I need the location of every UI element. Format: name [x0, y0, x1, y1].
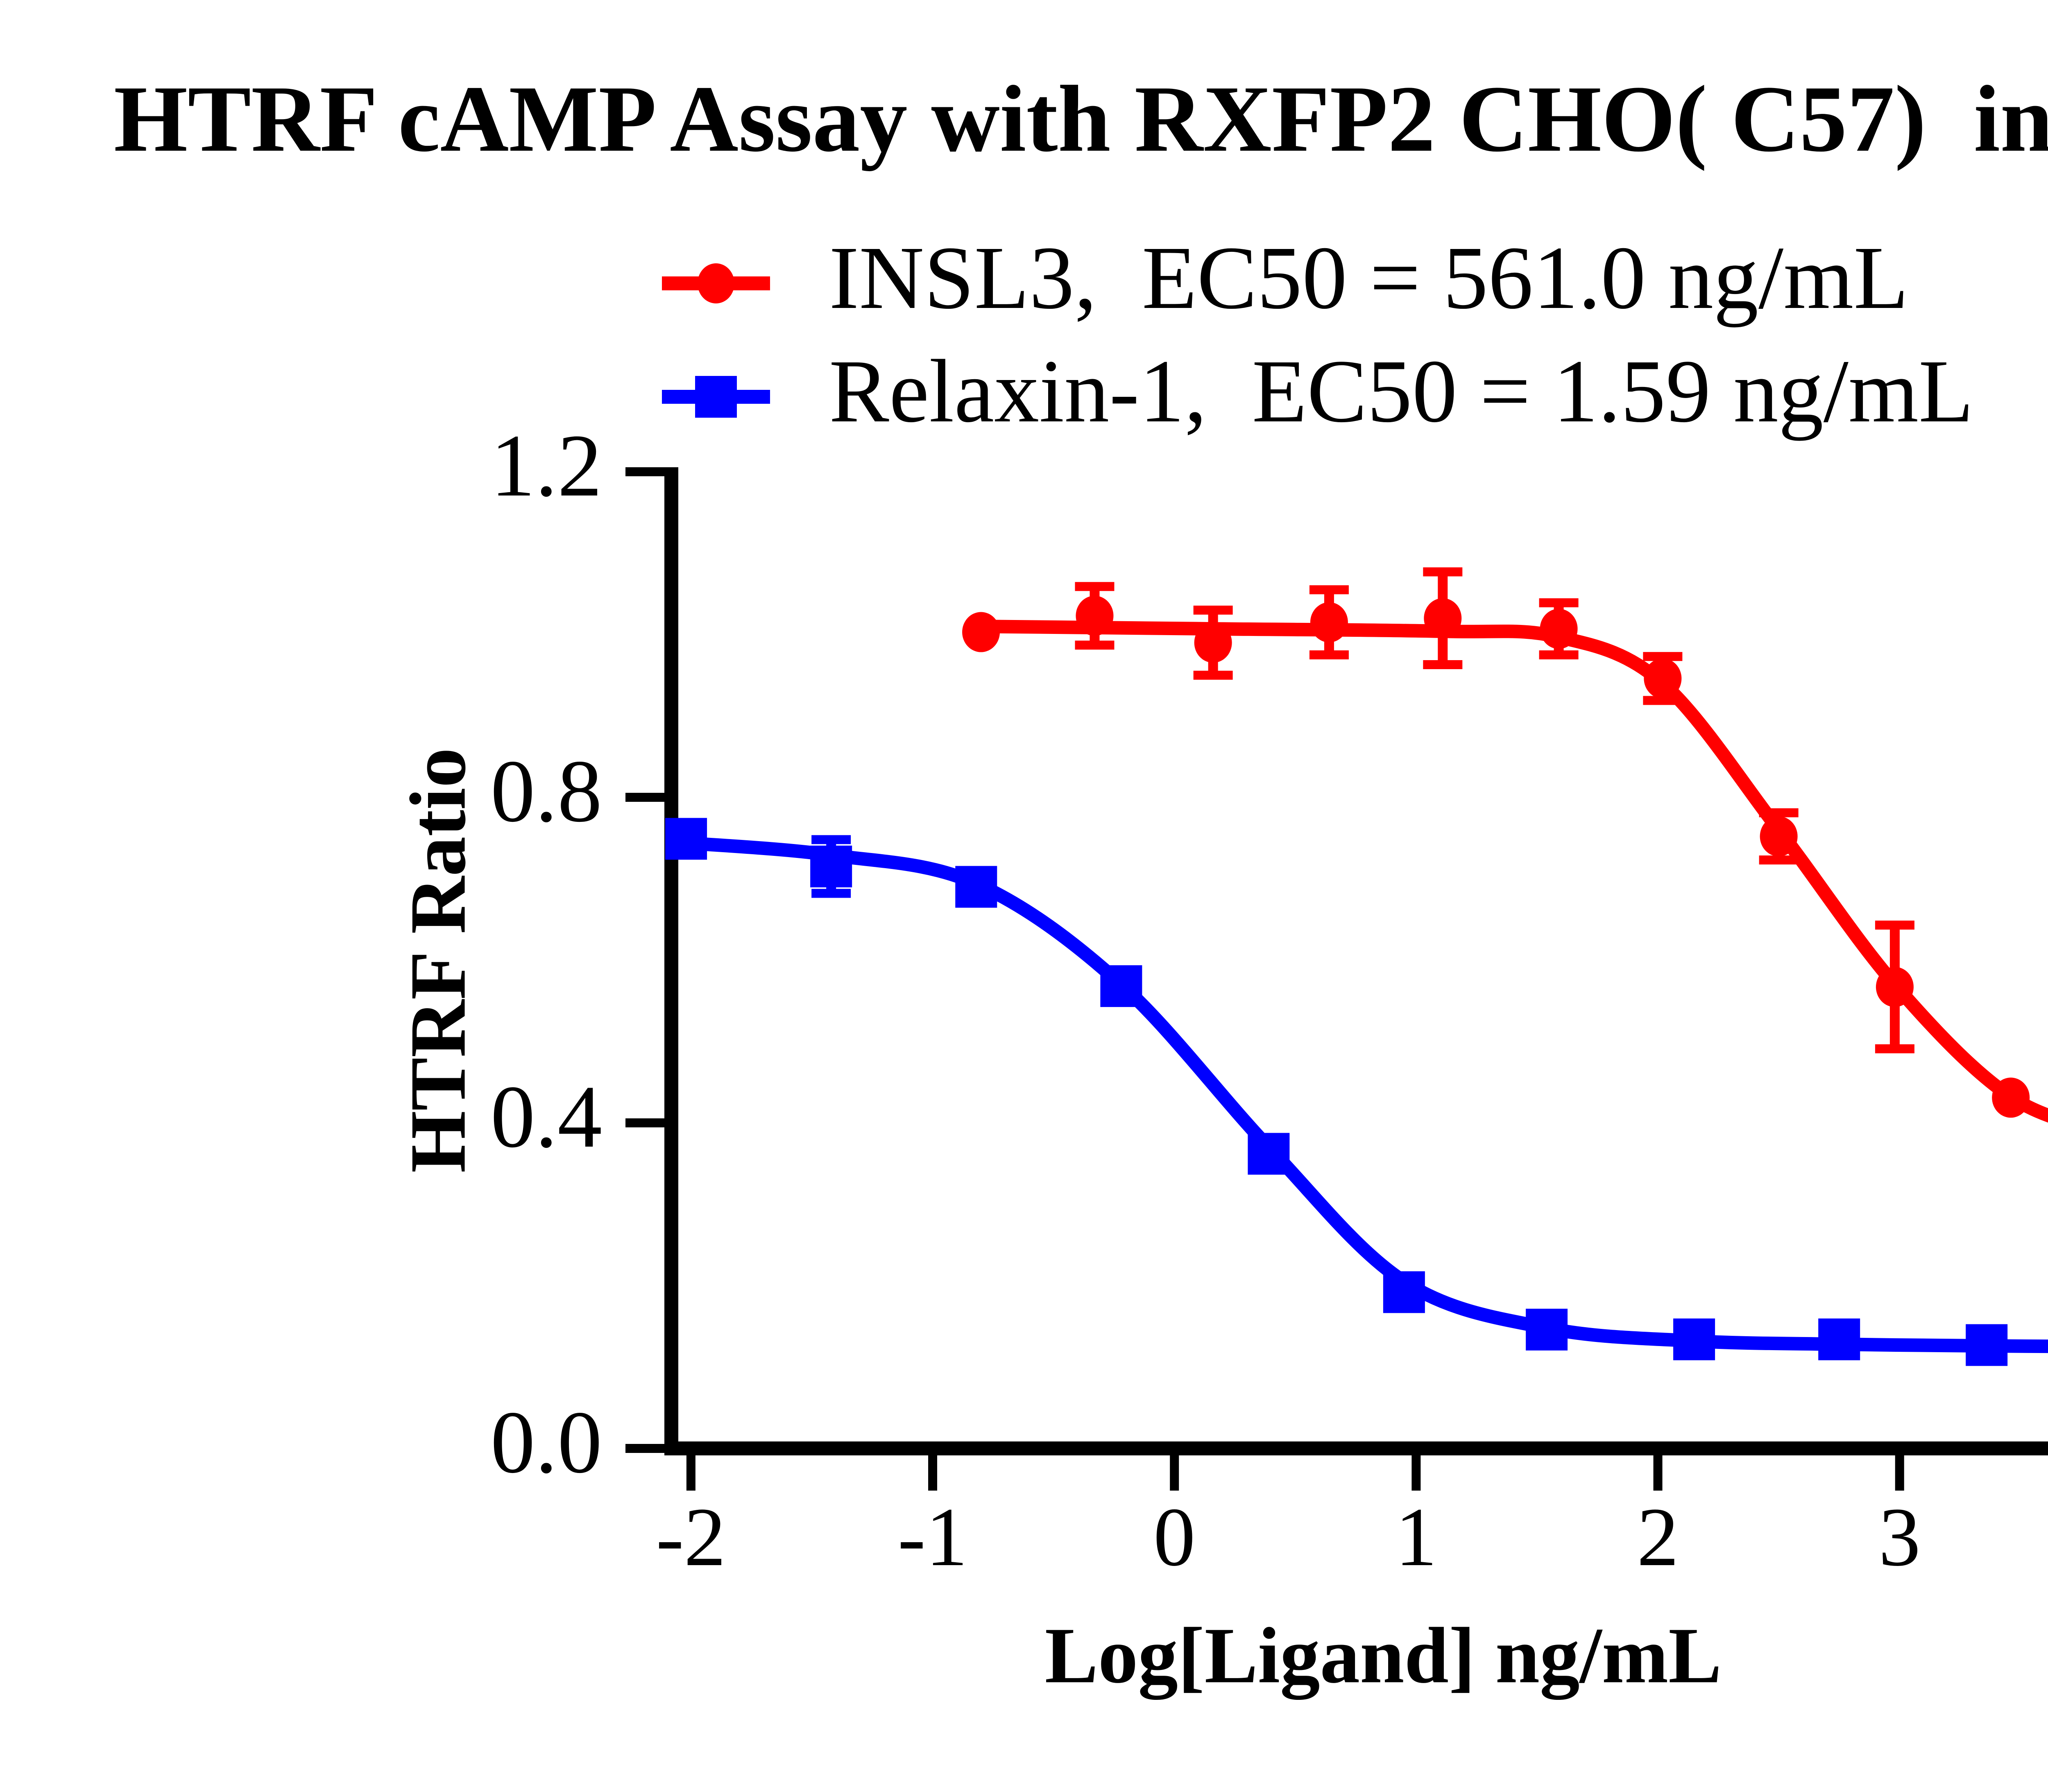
- INSL3-data-point: [1644, 658, 1682, 699]
- INSL3-data-point: [1760, 816, 1798, 857]
- INSL3-error-cap-bottom: [1875, 1044, 1914, 1054]
- x-axis-line: [664, 1441, 2048, 1455]
- Relaxin-1-data-point: [1818, 1318, 1860, 1360]
- insl3-circle-marker-icon: [698, 263, 734, 303]
- y-tick-label: 0.4: [490, 1068, 603, 1166]
- INSL3-error-cap-top: [1193, 605, 1233, 615]
- INSL3-error-cap-bottom: [1539, 650, 1579, 660]
- x-tick-label: -1: [897, 1491, 968, 1584]
- INSL3-error-cap-top: [1875, 921, 1914, 930]
- Relaxin-1-data-point: [810, 845, 852, 887]
- y-tick-mark: [625, 1118, 664, 1127]
- Relaxin-1-data-point: [1673, 1318, 1715, 1360]
- y-tick-label: 0.8: [490, 742, 603, 841]
- INSL3-error-cap-top: [1309, 585, 1349, 595]
- INSL3-error-cap-top: [1539, 598, 1579, 607]
- INSL3-error-cap-top: [1075, 582, 1115, 591]
- Relaxin-1-data-point: [665, 818, 707, 860]
- INSL3-data-point: [1194, 622, 1232, 663]
- Relaxin-1-data-point: [1966, 1324, 2008, 1366]
- x-tick-label: 0: [1153, 1491, 1196, 1584]
- INSL3-data-point: [1076, 595, 1114, 636]
- INSL3-data-point: [962, 612, 1000, 652]
- INSL3-error-cap-top: [1423, 567, 1463, 577]
- x-tick-mark: [928, 1455, 938, 1491]
- x-tick-label: 2: [1637, 1491, 1679, 1584]
- Relaxin-1-fit-curve: [679, 836, 2048, 1353]
- INSL3-fit-curve: [974, 620, 2048, 1123]
- Relaxin-1-error-cap-bottom: [811, 889, 851, 898]
- y-axis-line: [664, 467, 678, 1455]
- relaxin1-square-marker-icon: [695, 376, 737, 418]
- INSL3-error-cap-bottom: [1423, 660, 1463, 670]
- chart-title: HTRF cAMP Assay with RXFP2 CHO( C57) in …: [113, 66, 2048, 172]
- x-tick-mark: [1170, 1455, 1179, 1491]
- Relaxin-1-data-point: [1383, 1271, 1425, 1313]
- Relaxin-1-data-point: [1248, 1133, 1290, 1175]
- y-tick-label: 1.2: [490, 416, 603, 515]
- INSL3-error-cap-bottom: [1759, 855, 1799, 865]
- INSL3-data-point: [1540, 609, 1578, 649]
- y-tick-mark: [625, 1444, 664, 1453]
- INSL3-error-cap-bottom: [1075, 640, 1115, 650]
- INSL3-error-cap-bottom: [1193, 670, 1233, 680]
- x-tick-label: 1: [1395, 1491, 1437, 1584]
- Relaxin-1-data-point: [1526, 1308, 1568, 1351]
- x-tick-mark: [1411, 1455, 1421, 1491]
- x-tick-mark: [1653, 1455, 1663, 1491]
- y-tick-label: 0.0: [490, 1393, 603, 1492]
- y-tick-mark: [625, 793, 664, 802]
- x-tick-label: -2: [656, 1491, 726, 1584]
- INSL3-data-point: [1992, 1077, 2030, 1118]
- INSL3-data-point: [1424, 598, 1462, 638]
- INSL3-error-cap-bottom: [1309, 650, 1349, 660]
- INSL3-data-point: [1310, 602, 1348, 643]
- x-tick-label: 3: [1878, 1491, 1921, 1584]
- INSL3-error-cap-top: [1643, 652, 1683, 661]
- legend-label-insl3: INSL3, EC50 = 561.0 ng/mL: [829, 228, 1909, 328]
- x-tick-mark: [1895, 1455, 1904, 1491]
- Relaxin-1-data-point: [1100, 965, 1142, 1007]
- legend-label-relaxin1: Relaxin-1, EC50 = 1.59 ng/mL: [829, 341, 1974, 441]
- INSL3-data-point: [1876, 967, 1914, 1007]
- x-axis-title: Log[Ligand] ng/mL: [1044, 1611, 1722, 1700]
- x-tick-mark: [686, 1455, 696, 1491]
- Relaxin-1-data-point: [955, 866, 997, 908]
- y-tick-mark: [625, 467, 664, 476]
- Relaxin-1-error-cap-top: [811, 835, 851, 844]
